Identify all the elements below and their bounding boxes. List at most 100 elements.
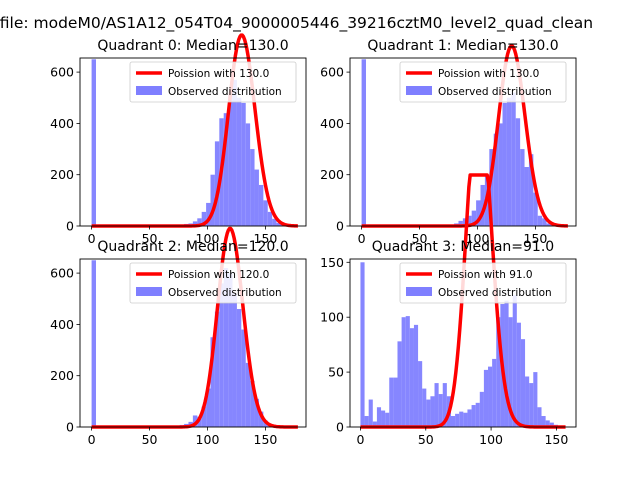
histogram-bar <box>258 184 264 226</box>
histogram-bar <box>201 406 207 427</box>
poisson-curve <box>91 226 299 429</box>
x-tick-label: 50 <box>142 231 158 246</box>
histogram-bar <box>504 300 509 427</box>
histogram-bar <box>450 416 456 427</box>
histogram-bar <box>528 154 534 226</box>
histogram-bar <box>502 102 507 226</box>
histogram-bar <box>376 407 382 427</box>
histogram-bar <box>364 416 369 427</box>
axes-frame <box>79 57 307 227</box>
histogram-bar <box>361 59 366 226</box>
histogram-bar <box>197 218 202 226</box>
histogram-bar <box>263 200 268 226</box>
histogram-bar <box>232 293 237 427</box>
y-tick-label: 0 <box>336 219 344 234</box>
histogram-bar <box>515 118 521 226</box>
histogram-bar <box>442 383 447 427</box>
y-tick-label: 600 <box>50 266 74 281</box>
histogram-bar <box>197 416 202 427</box>
legend-box <box>399 262 567 304</box>
histogram-bar <box>524 167 529 226</box>
histogram-bar <box>418 361 423 427</box>
histogram-bar <box>520 149 525 226</box>
x-tick-label: 100 <box>196 231 220 246</box>
histogram-bar <box>192 221 198 226</box>
histogram-bar <box>201 211 207 226</box>
axes-frame <box>79 258 307 428</box>
chart-panel-3: 0 50 100 150 0 50 100 150 Poission with 91.0 Obse… <box>320 173 577 447</box>
y-tick-label: 200 <box>320 167 344 182</box>
histogram-bar <box>458 220 463 226</box>
legend-label-observed: Observed distribution <box>438 86 552 98</box>
histogram-bar <box>546 223 551 226</box>
histogram-bar <box>91 260 96 427</box>
legend-bar-swatch <box>406 287 432 296</box>
legend-box <box>399 61 567 103</box>
x-tick-label: 100 <box>466 231 490 246</box>
histogram-bar <box>498 123 503 226</box>
histogram-bar <box>492 358 497 427</box>
chart-title: Quadrant 0: Median=130.0 <box>97 38 288 54</box>
histogram-bar <box>228 95 233 226</box>
histogram-bar <box>471 405 476 427</box>
histogram-bar <box>223 113 229 226</box>
histogram-bar <box>430 396 435 427</box>
legend-label-poisson: Poission with 120.0 <box>168 269 269 281</box>
histogram-bar <box>272 218 277 226</box>
figure-title: n file: modeM0/AS1A12_054T04_9000005446_… <box>0 14 593 33</box>
histogram-bar <box>471 210 477 226</box>
histogram-bar <box>413 324 419 427</box>
histogram-bar <box>91 59 96 226</box>
histogram-bar <box>267 211 273 226</box>
histogram-bar <box>258 411 264 427</box>
y-tick-label: 400 <box>320 116 344 131</box>
y-tick-label: 0 <box>66 219 74 234</box>
histogram-bar <box>508 317 513 427</box>
histogram-bar <box>459 411 464 427</box>
histogram-bar <box>529 383 534 427</box>
x-tick-label: 50 <box>142 432 158 447</box>
axes-frame <box>349 258 577 428</box>
histogram-bar <box>520 339 526 427</box>
legend-label-observed: Observed distribution <box>438 287 552 299</box>
x-tick-label: 0 <box>358 231 366 246</box>
histogram-bar <box>542 218 547 226</box>
histogram-bar <box>360 262 365 427</box>
x-tick-label: 0 <box>88 432 96 447</box>
histogram-bar <box>493 133 499 226</box>
x-tick-label: 50 <box>418 432 434 447</box>
chart-panel-0: 0 50 100 150 0 200 400 600 Poission with 130.0 Ob… <box>50 33 307 246</box>
x-tick-label: 150 <box>254 231 278 246</box>
histogram-bar <box>368 399 373 427</box>
x-tick-label: 50 <box>412 231 428 246</box>
histogram-bar <box>549 422 554 427</box>
histogram-bar <box>455 413 460 427</box>
histogram-bar <box>541 416 546 427</box>
histogram-bar <box>545 420 550 427</box>
histogram-bar <box>488 366 493 427</box>
legend-box <box>129 61 297 103</box>
histogram-bar <box>401 317 406 427</box>
histogram-bar <box>422 388 427 427</box>
histogram-bar <box>219 283 224 427</box>
histogram-bar <box>223 267 229 427</box>
histogram-bar <box>245 362 251 427</box>
x-tick-label: 100 <box>196 432 220 447</box>
histogram-bar <box>409 328 414 427</box>
histogram-bar <box>512 295 517 427</box>
x-tick-label: 100 <box>479 432 503 447</box>
histogram-bar <box>232 79 237 226</box>
legend-bar-swatch <box>136 86 162 95</box>
histogram-bar <box>236 97 242 226</box>
histogram-bar <box>245 123 251 226</box>
histogram-bar <box>516 322 521 427</box>
legend-label-observed: Observed distribution <box>168 86 282 98</box>
histogram-bar <box>525 376 530 427</box>
histogram-bar <box>426 399 431 427</box>
histogram-bar <box>381 410 386 427</box>
histogram-bar <box>476 200 481 226</box>
histogram-bar <box>475 402 480 427</box>
legend-label-observed: Observed distribution <box>168 287 282 299</box>
histogram-bar <box>206 388 211 427</box>
histogram-bar <box>467 409 472 427</box>
